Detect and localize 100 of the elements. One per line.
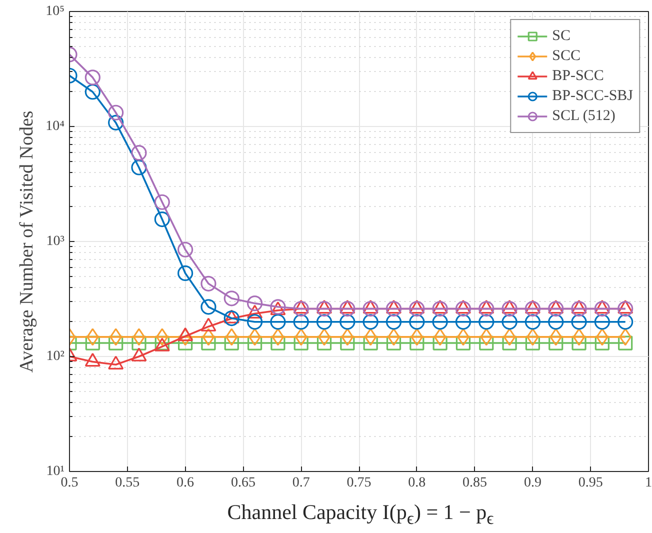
point xyxy=(571,314,587,330)
point xyxy=(386,300,402,317)
point xyxy=(294,336,308,350)
point xyxy=(201,336,216,350)
point xyxy=(455,300,472,317)
point xyxy=(200,299,216,315)
point xyxy=(316,300,332,317)
point xyxy=(502,300,518,317)
y-tick-label: 10⁵ xyxy=(46,4,65,19)
point xyxy=(108,336,124,350)
point xyxy=(594,314,610,330)
point xyxy=(524,314,540,330)
point xyxy=(502,314,518,330)
point xyxy=(455,314,472,330)
x-tick-label: 0.85 xyxy=(462,476,488,490)
point xyxy=(224,310,240,326)
legend-label: SC xyxy=(552,28,572,44)
point xyxy=(409,314,425,330)
point xyxy=(432,314,448,330)
y-tick-label: 10² xyxy=(46,349,65,364)
x-tick-label: 1 xyxy=(645,476,652,490)
point xyxy=(618,314,634,330)
x-tick-label: 0.7 xyxy=(292,476,310,490)
point xyxy=(478,314,494,330)
point xyxy=(178,265,194,281)
point xyxy=(478,300,494,317)
point xyxy=(270,314,286,330)
point xyxy=(108,114,124,130)
point xyxy=(524,300,540,317)
point xyxy=(386,336,402,350)
point xyxy=(409,300,425,317)
point xyxy=(480,328,493,346)
point xyxy=(341,328,354,346)
point xyxy=(132,336,146,350)
point xyxy=(340,336,355,350)
point xyxy=(434,328,446,346)
point xyxy=(362,300,378,317)
x-tick-label: 0.8 xyxy=(408,476,426,490)
point xyxy=(225,328,238,346)
point xyxy=(548,314,564,330)
point xyxy=(410,328,424,346)
x-tick-label: 0.6 xyxy=(176,476,194,490)
point xyxy=(340,300,356,317)
point xyxy=(108,104,124,120)
x-tick-label: 0.9 xyxy=(524,476,542,490)
point xyxy=(432,336,448,350)
point xyxy=(131,145,147,161)
point xyxy=(316,314,332,330)
y-axis-title: Average Number of Visited Nodes xyxy=(16,110,38,373)
point xyxy=(410,336,424,350)
point xyxy=(316,336,332,350)
point xyxy=(270,336,286,350)
point xyxy=(456,336,471,350)
y-tick-label: 10³ xyxy=(46,234,65,249)
point xyxy=(84,84,100,100)
x-tick-label: 0.55 xyxy=(115,476,140,490)
point xyxy=(246,296,263,312)
y-tick-label: 10⁴ xyxy=(46,119,65,134)
x-axis-title: Channel Capacity I(p$_{ϵ}$) = 1 − p$_{ϵ}$ xyxy=(227,500,494,530)
point xyxy=(294,328,308,346)
point xyxy=(131,160,147,176)
point xyxy=(548,336,564,350)
point xyxy=(525,336,540,350)
x-tick-label: 0.65 xyxy=(230,476,256,490)
point xyxy=(572,336,586,350)
point xyxy=(502,336,517,350)
point xyxy=(154,212,170,228)
x-tick-label: 0.75 xyxy=(346,476,372,490)
point xyxy=(618,336,633,350)
legend-label: BP-SCC-SBJ xyxy=(552,88,633,104)
point xyxy=(202,328,215,346)
point xyxy=(224,336,239,350)
point xyxy=(200,276,216,292)
point xyxy=(594,336,610,350)
point xyxy=(572,328,586,346)
x-tick-label: 0.95 xyxy=(578,476,603,490)
point xyxy=(224,290,240,306)
legend-label: SCC xyxy=(552,48,580,64)
point xyxy=(362,314,378,330)
point xyxy=(154,194,170,210)
point xyxy=(503,328,516,346)
point xyxy=(364,328,377,346)
point xyxy=(132,328,146,346)
point xyxy=(85,336,100,350)
x-tick-label: 0.5 xyxy=(60,476,78,490)
point xyxy=(548,300,564,317)
point xyxy=(293,314,309,330)
point xyxy=(571,300,587,317)
point xyxy=(84,70,100,86)
point xyxy=(618,300,634,317)
point xyxy=(293,300,309,317)
point xyxy=(386,314,402,330)
point xyxy=(340,314,356,330)
point xyxy=(246,314,263,330)
point xyxy=(272,328,284,346)
point xyxy=(479,336,494,350)
point xyxy=(178,336,193,350)
point xyxy=(178,242,194,258)
point xyxy=(247,336,262,350)
legend-label: SCL (512) xyxy=(552,108,616,124)
